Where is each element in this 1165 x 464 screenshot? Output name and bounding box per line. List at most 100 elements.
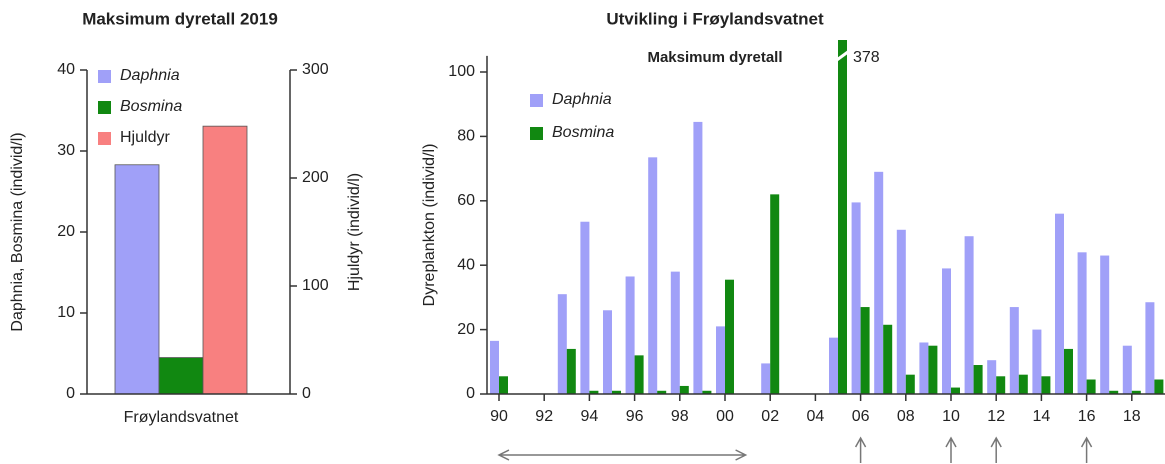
- legend-swatch: [530, 94, 543, 107]
- x-tick-label: 94: [581, 408, 599, 425]
- x-tick-label: 02: [761, 408, 779, 425]
- bar: [928, 345, 938, 394]
- x-tick-label: 08: [897, 408, 915, 425]
- value-label: 378: [853, 49, 880, 66]
- x-tick-label: 06: [852, 408, 870, 425]
- bar: [490, 340, 499, 394]
- x-tick-label: 10: [942, 408, 960, 425]
- bar: [679, 385, 689, 394]
- bar: [603, 310, 612, 394]
- bar: [670, 271, 680, 394]
- bar: [987, 360, 997, 394]
- event-arrow: [854, 436, 867, 463]
- bar: [657, 390, 667, 394]
- bar: [1131, 390, 1141, 394]
- y-axis-label: Dyreplankton (individ/l): [421, 144, 438, 307]
- bar: [625, 276, 635, 394]
- y-tick-label: 80: [457, 128, 475, 145]
- y-axis-label: Daphnia, Bosmina (individ/l): [9, 132, 26, 331]
- chart-title: Maksimum dyretall 2019: [82, 9, 278, 28]
- y-tick-label: 60: [457, 192, 475, 209]
- bar: [557, 294, 567, 394]
- bar: [829, 337, 838, 394]
- bar: [589, 390, 599, 394]
- legend-label: Daphnia: [552, 91, 612, 108]
- bar: [1032, 329, 1042, 394]
- bar: [996, 376, 1006, 394]
- bar: [905, 374, 915, 394]
- x-tick-label: 16: [1078, 408, 1096, 425]
- x-tick-label: 04: [807, 408, 825, 425]
- bar: [702, 390, 712, 394]
- break-mark: [836, 50, 849, 62]
- bar: [1154, 379, 1164, 394]
- bar: [1064, 348, 1073, 394]
- bar: [725, 279, 734, 394]
- y-tick-label: 100: [448, 63, 475, 80]
- bar: [114, 164, 160, 395]
- legend-label: Bosmina: [552, 124, 614, 141]
- bar: [838, 40, 847, 394]
- y2-tick-label: 0: [302, 385, 311, 402]
- y-tick-label: 20: [457, 321, 475, 338]
- y-tick-label: 40: [457, 256, 475, 273]
- bar: [1145, 302, 1155, 394]
- bar: [761, 363, 771, 394]
- bar: [566, 348, 576, 394]
- legend-label: Hjuldyr: [120, 129, 170, 146]
- bar: [964, 236, 974, 394]
- x-tick-label: Frøylandsvatnet: [124, 409, 239, 426]
- bar: [973, 365, 983, 394]
- bar: [770, 194, 780, 394]
- bar: [612, 390, 621, 394]
- bar: [1077, 252, 1087, 394]
- legend-label: Bosmina: [120, 98, 182, 115]
- y-tick-label: 30: [57, 142, 75, 159]
- x-tick-label: 00: [716, 408, 734, 425]
- y2-tick-label: 100: [302, 277, 329, 294]
- bar: [1122, 345, 1132, 394]
- legend-swatch: [98, 70, 111, 83]
- y-tick-label: 0: [66, 385, 75, 402]
- event-arrow: [945, 436, 957, 463]
- y-tick-label: 0: [466, 385, 475, 402]
- event-arrow: [990, 436, 1002, 463]
- bars: [114, 125, 248, 395]
- legend-swatch: [530, 127, 543, 140]
- x-tick-label: 12: [987, 408, 1005, 425]
- bar: [499, 376, 508, 394]
- bar: [896, 229, 906, 394]
- x-tick-label: 92: [535, 408, 553, 425]
- bar: [1109, 390, 1119, 394]
- bar: [648, 157, 658, 394]
- x-tick-label: 18: [1123, 408, 1141, 425]
- y-tick-label: 20: [57, 223, 75, 240]
- bar: [1100, 255, 1110, 394]
- event-arrow: [1080, 436, 1093, 463]
- x-tick-label: 98: [671, 408, 689, 425]
- bar: [1018, 374, 1028, 394]
- y2-tick-label: 200: [302, 169, 329, 186]
- y2-tick-label: 300: [302, 61, 329, 78]
- y2-axis-label: Hjuldyr (individ/l): [346, 173, 363, 291]
- x-tick-label: 90: [490, 408, 508, 425]
- bar: [634, 355, 644, 394]
- legend-swatch: [98, 101, 111, 114]
- bar: [851, 202, 861, 394]
- chart-title: Utvikling i Frøylandsvatnet: [606, 9, 824, 28]
- bar: [693, 121, 703, 394]
- legend-swatch: [98, 132, 111, 145]
- bar: [919, 342, 929, 394]
- x-tick-label: 14: [1033, 408, 1051, 425]
- period-arrow: [497, 449, 748, 461]
- bar: [158, 357, 204, 395]
- bar: [716, 326, 725, 394]
- bar: [580, 221, 590, 394]
- y-tick-label: 40: [57, 61, 75, 78]
- bar: [942, 268, 951, 394]
- legend-label: Daphnia: [120, 67, 180, 84]
- bar: [202, 125, 248, 395]
- bar: [860, 307, 870, 394]
- bar: [1009, 307, 1019, 394]
